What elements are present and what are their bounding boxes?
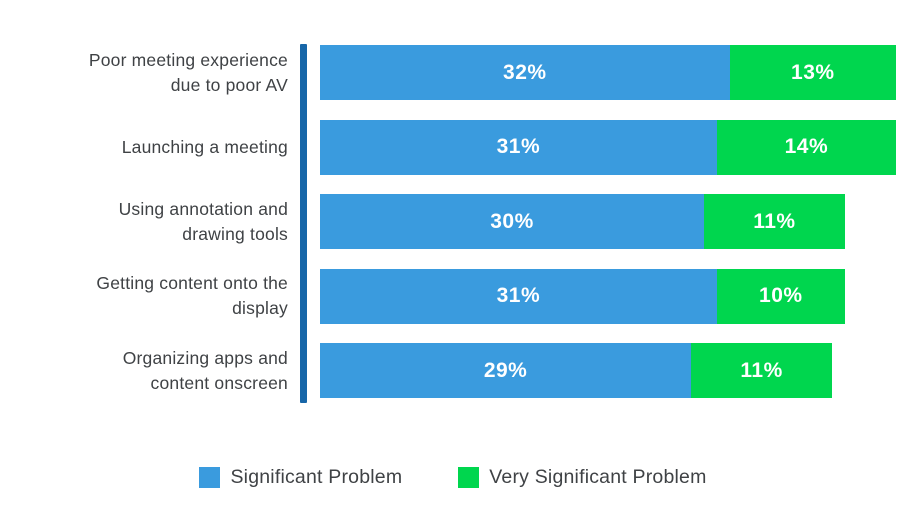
legend-swatch-very-significant (458, 467, 480, 488)
value-label: 31% (496, 284, 541, 307)
value-label: 13% (791, 60, 835, 84)
chart-row: Organizing apps and content onscreen 29% 1… (0, 343, 906, 398)
category-label: Organizing apps and content onscreen (122, 347, 288, 393)
chart-row: Using annotation and drawing tools 30% 11% (0, 194, 906, 249)
bar-segment-significant: 29% (320, 343, 692, 398)
bar-group: 32% 13% (320, 45, 896, 100)
bar-group: 31% 10% (320, 268, 845, 324)
value-label: 11% (740, 358, 783, 382)
legend-item-significant: Significant Problem (199, 466, 402, 489)
value-label: 32% (503, 60, 547, 84)
bar-segment-very-significant: 13% (729, 45, 896, 100)
chart-legend: Significant Problem Very Significant Pro… (0, 466, 906, 489)
value-label: 10% (759, 284, 803, 307)
y-axis-line (300, 44, 307, 403)
bar-group: 30% 11% (320, 194, 845, 249)
bar-segment-very-significant: 10% (716, 268, 845, 324)
legend-label-very-significant: Very Significant Problem (489, 466, 707, 488)
bar-segment-significant: 32% (320, 45, 730, 100)
bar-segment-very-significant: 14% (716, 119, 896, 175)
value-label: 31% (496, 135, 541, 158)
category-label: Using annotation and drawing tools (118, 198, 288, 244)
bar-segment-significant: 31% (320, 119, 717, 175)
chart-row: Poor meeting experience due to poor AV 32… (0, 45, 906, 100)
legend-item-very-significant: Very Significant Problem (458, 466, 706, 489)
value-label: 11% (753, 209, 796, 233)
value-label: 14% (784, 135, 829, 158)
bar-segment-significant: 31% (320, 268, 717, 324)
bar-segment-very-significant: 11% (691, 343, 832, 398)
bar-group: 31% 14% (320, 119, 896, 175)
legend-swatch-significant (199, 467, 221, 488)
category-label: Getting content onto the display (96, 273, 288, 318)
bar-group: 29% 11% (320, 343, 832, 398)
legend-label-significant: Significant Problem (230, 466, 403, 488)
category-label: Launching a meeting (121, 136, 288, 157)
bar-segment-significant: 30% (320, 194, 704, 249)
chart-rows: Poor meeting experience due to poor AV 32… (0, 45, 906, 398)
chart-row: Launching a meeting 31% 14% (0, 119, 906, 175)
bar-segment-very-significant: 11% (704, 194, 845, 249)
value-label: 30% (490, 209, 534, 233)
chart-row: Getting content onto the display 31% 10% (0, 268, 906, 324)
category-label: Poor meeting experience due to poor AV (88, 49, 288, 95)
value-label: 29% (483, 358, 528, 382)
